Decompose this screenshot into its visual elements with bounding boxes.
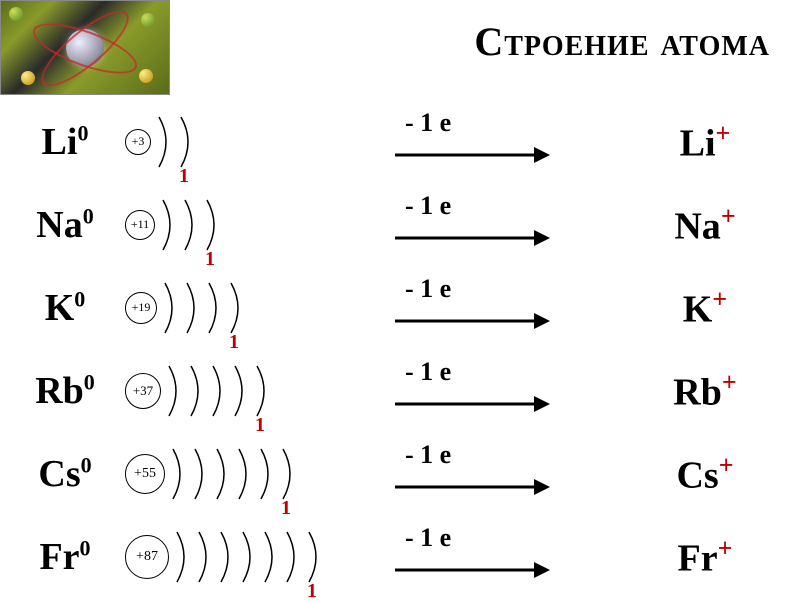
- arrow-icon: [395, 559, 550, 586]
- electron-shells: [161, 195, 245, 255]
- arrow-icon: [395, 310, 550, 337]
- element-row: Cs0+551- 1 e Cs+: [0, 432, 800, 515]
- element-row: Rb0+371- 1 e Rb+: [0, 349, 800, 432]
- electron-loss-label: - 1 e: [405, 274, 451, 304]
- electron-shells: [171, 444, 321, 504]
- element-row: K0+191- 1 e K+: [0, 266, 800, 349]
- electron-loss-label: - 1 e: [405, 357, 451, 387]
- nucleus: +55: [125, 454, 165, 494]
- electron-shells: [163, 278, 269, 338]
- nucleus: +37: [125, 373, 161, 409]
- electron-shells: [175, 527, 347, 587]
- arrow-icon: [395, 227, 550, 254]
- outer-electron-count: 1: [307, 580, 317, 603]
- neutral-symbol: K0: [20, 286, 110, 330]
- ion-symbol: Na+: [655, 201, 755, 248]
- electron-loss-label: - 1 e: [405, 191, 451, 221]
- ion-symbol: Li+: [655, 118, 755, 165]
- neutral-symbol: Cs0: [20, 452, 110, 496]
- electron-loss-label: - 1 e: [405, 440, 451, 470]
- element-rows: Li0+31- 1 e Li+Na0+111- 1 e Na+K0+191- 1…: [0, 100, 800, 598]
- electron-loss-label: - 1 e: [405, 523, 451, 553]
- ion-symbol: Fr+: [655, 533, 755, 580]
- ion-symbol: Cs+: [655, 450, 755, 497]
- arrow-icon: [395, 476, 550, 503]
- neutral-symbol: Rb0: [20, 369, 110, 413]
- nucleus: +11: [125, 210, 155, 240]
- element-row: Fr0+871- 1 e Fr+: [0, 515, 800, 598]
- page-title: Строение атома: [474, 18, 770, 65]
- electron-shells: [167, 361, 295, 421]
- nucleus: +19: [125, 292, 157, 324]
- electron-loss-label: - 1 e: [405, 108, 451, 138]
- ion-symbol: K+: [655, 284, 755, 331]
- neutral-symbol: Fr0: [20, 535, 110, 579]
- arrow-icon: [395, 393, 550, 420]
- neutral-symbol: Na0: [20, 203, 110, 247]
- element-row: Na0+111- 1 e Na+: [0, 183, 800, 266]
- nucleus: +87: [125, 535, 169, 579]
- electron-shells: [157, 112, 219, 172]
- ion-symbol: Rb+: [655, 367, 755, 414]
- nucleus: +3: [125, 129, 151, 155]
- element-row: Li0+31- 1 e Li+: [0, 100, 800, 183]
- neutral-symbol: Li0: [20, 120, 110, 164]
- arrow-icon: [395, 144, 550, 171]
- atom-illustration: [0, 0, 170, 95]
